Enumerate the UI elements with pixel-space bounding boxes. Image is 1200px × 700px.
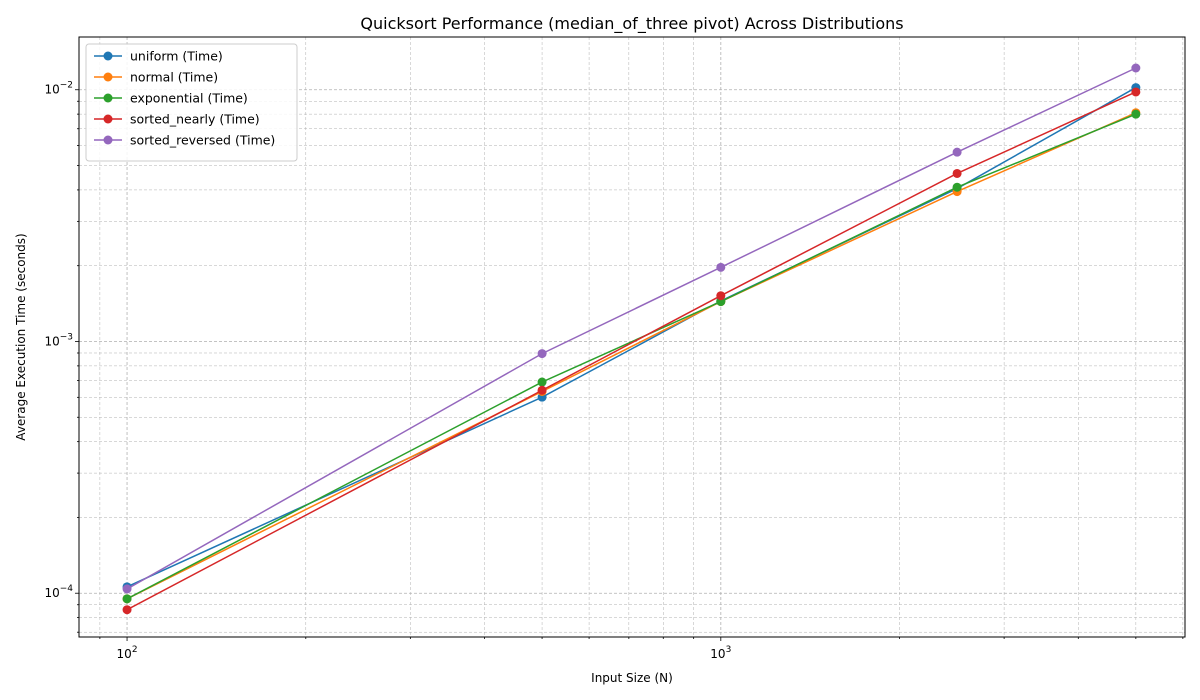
legend-marker	[103, 135, 113, 145]
y-tick-label: 10−2	[44, 81, 73, 97]
series-2	[122, 109, 1141, 604]
legend-item: uniform (Time)	[94, 49, 223, 64]
legend-marker	[103, 114, 113, 124]
legend-item: sorted_reversed (Time)	[94, 133, 275, 148]
legend: uniform (Time) normal (Time) exponential (…	[85, 43, 298, 162]
y-tick-label: 10−4	[44, 584, 73, 600]
series-3	[122, 87, 1141, 615]
legend-label: exponential (Time)	[130, 91, 248, 106]
data-point	[952, 168, 962, 178]
data-point	[537, 349, 547, 359]
data-point	[122, 605, 132, 615]
legend-item: normal (Time)	[94, 70, 218, 85]
ticks: 102 103 10−4 10−3 10−2	[44, 81, 1184, 661]
legend-item: sorted_nearly (Time)	[94, 112, 260, 127]
x-axis-label: Input Size (N)	[591, 671, 673, 685]
data-point	[1131, 109, 1141, 119]
legend-label: sorted_reversed (Time)	[130, 133, 275, 148]
data-point	[1131, 87, 1141, 97]
data-point	[716, 262, 726, 272]
chart-title: Quicksort Performance (median_of_three p…	[360, 14, 903, 34]
plot-frame	[78, 36, 1186, 638]
series-4	[122, 63, 1141, 594]
x-tick-label: 102	[117, 645, 138, 661]
grid	[79, 37, 1185, 637]
data-point	[537, 377, 547, 387]
x-tick-label: 103	[710, 645, 731, 661]
series-layer	[122, 63, 1141, 615]
legend-marker	[103, 72, 113, 82]
legend-item: exponential (Time)	[94, 91, 248, 106]
y-tick-label: 10−3	[44, 332, 73, 348]
data-point	[122, 584, 132, 594]
legend-label: sorted_nearly (Time)	[130, 112, 260, 127]
legend-marker	[103, 51, 113, 61]
data-point	[1131, 63, 1141, 73]
y-axis-label: Average Execution Time (seconds)	[14, 233, 28, 440]
legend-box	[85, 43, 298, 162]
legend-label: uniform (Time)	[130, 49, 223, 64]
legend-marker	[103, 93, 113, 103]
data-point	[952, 147, 962, 157]
data-point	[952, 182, 962, 192]
legend-label: normal (Time)	[130, 70, 218, 85]
data-point	[716, 291, 726, 301]
data-point	[122, 594, 132, 604]
data-point	[537, 385, 547, 395]
